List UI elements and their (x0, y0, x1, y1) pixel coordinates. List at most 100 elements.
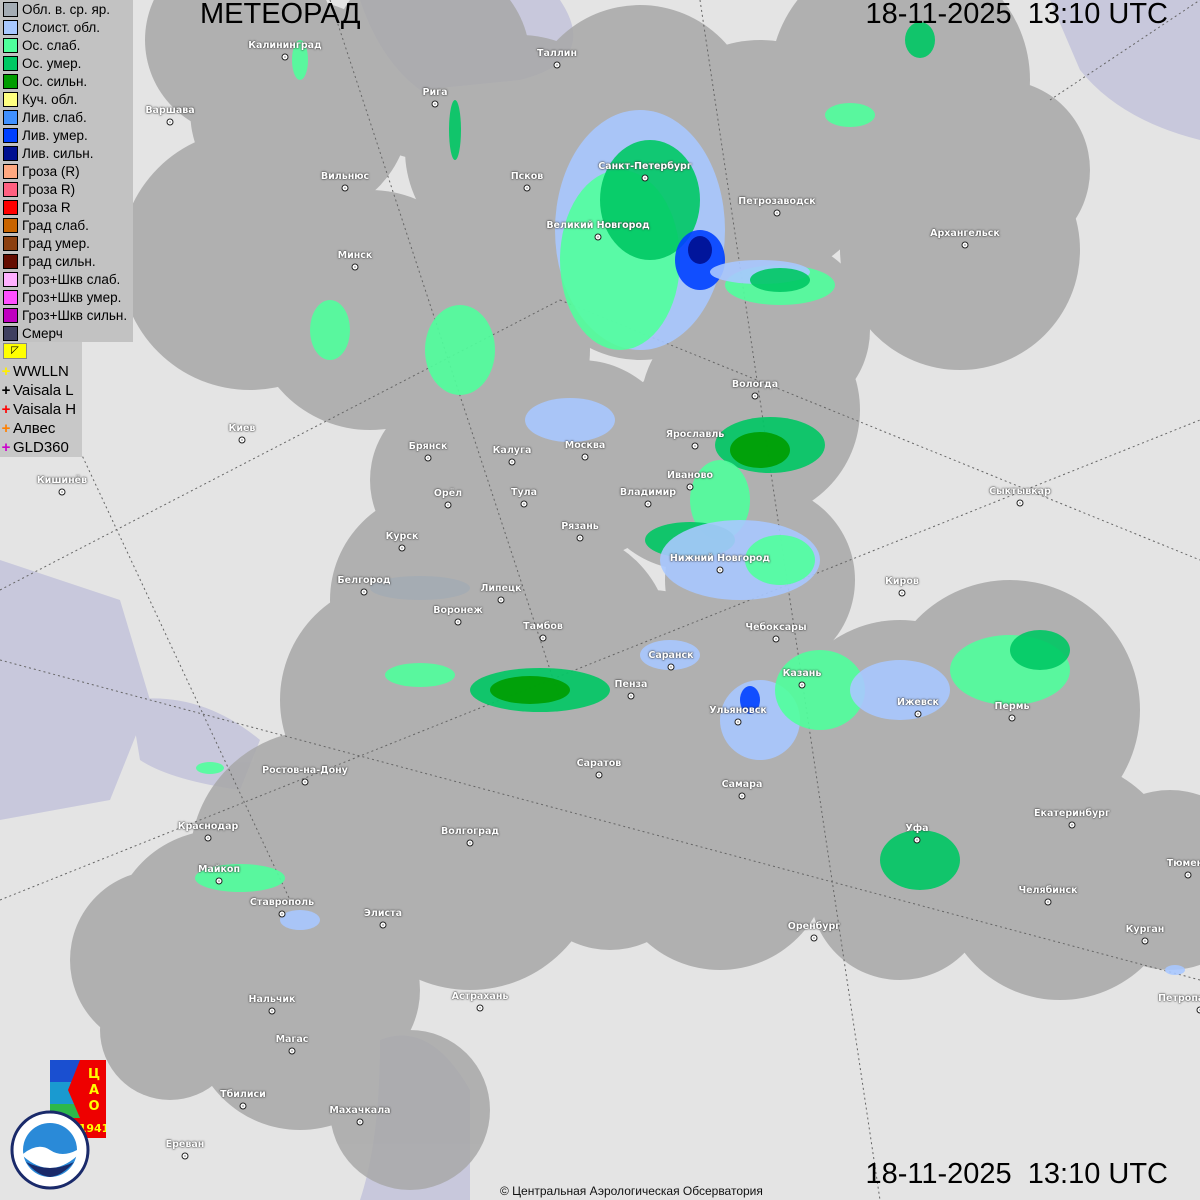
city-label: Липецк (480, 583, 522, 594)
legend-item: Обл. в. ср. яр. (0, 0, 133, 18)
legend-item: Куч. обл. (0, 90, 133, 108)
legend-item: Град умер. (0, 234, 133, 252)
city-label: Тамбов (523, 621, 563, 632)
grid-line (0, 279, 291, 901)
city-marker-icon (716, 566, 724, 574)
precipitation-area (850, 660, 950, 720)
city-label: Ростов-на-Дону (262, 765, 348, 776)
city-marker-icon (288, 1047, 296, 1055)
legend-item: Ос. слаб. (0, 36, 133, 54)
radar-coverage-circle (840, 130, 1080, 370)
cross-icon: + (1, 420, 11, 437)
lightning-source[interactable]: + WWLLN (0, 362, 82, 381)
lightning-source[interactable]: + GLD360 (0, 438, 82, 457)
lightning-label: Vaisala L (13, 382, 74, 399)
city-label: Чебоксары (745, 622, 807, 633)
radar-coverage-circle (520, 770, 700, 950)
grid-line (1049, 0, 1200, 101)
city-label: Ярославль (665, 429, 725, 440)
legend-label: Гроз+Шкв сильн. (22, 307, 128, 323)
lightning-label: GLD360 (13, 439, 69, 456)
legend-label: Гроз+Шкв умер. (22, 289, 122, 305)
city-marker-icon (58, 488, 66, 496)
radar-coverage-circle (1080, 790, 1200, 970)
legend-swatch (3, 145, 18, 161)
city-label: Курган (1125, 924, 1165, 935)
city-label: Нальчик (248, 994, 296, 1005)
legend-item: Град сильн. (0, 252, 133, 270)
legend-label: Ос. умер. (22, 55, 82, 71)
city-label: Киев (228, 423, 256, 434)
precipitation-area (525, 398, 615, 442)
legend-label: Лив. сильн. (22, 145, 94, 161)
lightning-label: Алвес (13, 420, 56, 437)
city-marker-icon (466, 839, 474, 847)
city-label: Краснодар (177, 821, 239, 832)
city-label: Ижевск (897, 697, 939, 708)
precipitation-area (370, 576, 470, 600)
lightning-label: Vaisala H (13, 401, 77, 418)
lightning-source[interactable]: + Vaisala L (0, 381, 82, 400)
legend-item: Лив. умер. (0, 126, 133, 144)
legend-label: Слоист. обл. (22, 19, 101, 35)
legend-label: Град слаб. (22, 217, 89, 233)
city-label: Казань (782, 668, 822, 679)
city-marker-icon (594, 233, 602, 241)
city-label: Волгоград (440, 826, 500, 837)
city-marker-icon (204, 834, 212, 842)
legend-item: Гроза (R) (0, 162, 133, 180)
city-label: Иваново (666, 470, 714, 481)
legend-swatch (3, 1, 18, 17)
legend-swatch (3, 181, 18, 197)
svg-text:1941: 1941 (79, 1122, 106, 1135)
city-label: Орёл (433, 488, 463, 499)
city-marker-icon (1068, 821, 1076, 829)
city-marker-icon (379, 921, 387, 929)
precipitation-area (1165, 965, 1185, 975)
legend-item: Гроз+Шкв слаб. (0, 270, 133, 288)
city-label: Тула (510, 487, 538, 498)
legend-item: Град слаб. (0, 216, 133, 234)
city-marker-icon (913, 836, 921, 844)
city-label: Магас (275, 1034, 309, 1045)
precipitation-area (195, 864, 285, 892)
city-marker-icon (772, 635, 780, 643)
svg-text:Ц: Ц (88, 1067, 100, 1082)
legend-item: Лив. сильн. (0, 144, 133, 162)
city-label: Оренбург (787, 921, 841, 932)
precipitation-area (880, 830, 960, 890)
cross-icon: + (1, 439, 11, 456)
city-label: Нижний Новгород (669, 553, 771, 564)
city-marker-icon (691, 442, 699, 450)
legend-label: Гроза (R) (22, 163, 80, 179)
city-label: Рязань (561, 521, 599, 532)
lightning-toggle-icon[interactable]: ◸ (3, 343, 27, 359)
city-marker-icon (581, 453, 589, 461)
white-sea (1050, 0, 1200, 140)
city-marker-icon (914, 710, 922, 718)
city-label: Тюмень (1166, 858, 1200, 869)
lightning-source[interactable]: + Vaisala H (0, 400, 82, 419)
city-label: Саратов (576, 758, 622, 769)
cross-icon: + (1, 401, 11, 418)
city-label: Москва (564, 440, 606, 451)
lightning-source[interactable]: + Алвес (0, 419, 82, 438)
city-marker-icon (627, 692, 635, 700)
legend-swatch (3, 73, 18, 89)
precipitation-area (385, 663, 455, 687)
legend-swatch (3, 91, 18, 107)
city-label: Петропавловск (1158, 993, 1200, 1004)
legend-swatch (3, 19, 18, 35)
city-marker-icon (431, 100, 439, 108)
city-label: Самара (721, 779, 763, 790)
city-label: Екатеринбург (1034, 808, 1110, 819)
precipitation-area (640, 640, 700, 670)
city-label: Брянск (408, 441, 448, 452)
city-label: Ставрополь (249, 897, 315, 908)
city-marker-icon (497, 596, 505, 604)
precipitation-area (745, 535, 815, 585)
legend-item: Гроз+Шкв сильн. (0, 306, 133, 324)
radar-coverage-circle (100, 960, 240, 1100)
city-label: Ульяновск (709, 705, 767, 716)
